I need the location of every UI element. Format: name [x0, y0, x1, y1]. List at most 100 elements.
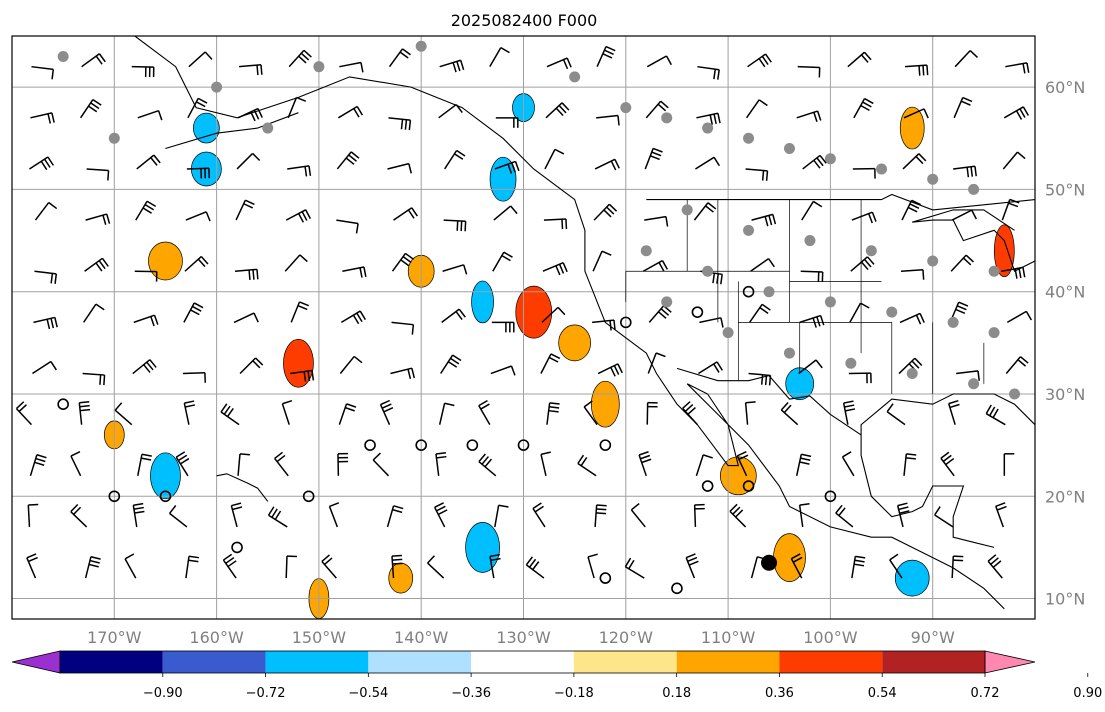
wind-barb [321, 554, 337, 579]
wind-barb [443, 219, 467, 232]
barb-flag [252, 269, 255, 280]
barb-flag [922, 65, 925, 76]
barb-flag [945, 457, 955, 466]
barb-staff [850, 256, 868, 272]
coastlines [134, 36, 1035, 610]
barb-staff [239, 357, 257, 375]
lat-label: 60°N [1045, 78, 1085, 97]
station-dot [743, 224, 755, 236]
barb-flag [141, 457, 152, 461]
wind-barb [695, 454, 713, 477]
barb-staff [583, 406, 598, 426]
barb-flag [399, 51, 409, 59]
wind-barb [797, 65, 821, 78]
colorbar-label: −0.54 [348, 686, 388, 701]
colorbar-segment [265, 651, 369, 673]
barb-flag [609, 320, 612, 331]
wind-barb [747, 53, 772, 68]
lon-label: 130°W [496, 628, 551, 647]
colorbar: −0.90 −0.72 −0.54 −0.36 −0.18 0.18 0.36 0.54 0.7… [11, 650, 1102, 701]
barb-staff [798, 359, 817, 375]
coastline [134, 36, 1005, 610]
map-panel [11, 35, 1036, 620]
barb-staff [956, 370, 979, 375]
barb-flag [43, 158, 51, 168]
barb-staff [321, 560, 337, 579]
barb-flag [977, 370, 980, 381]
barb-flag [801, 453, 812, 458]
barb-flag [99, 374, 102, 385]
map-frame [11, 35, 1036, 620]
barb-staff [135, 200, 148, 221]
barb-flag [47, 113, 52, 124]
barb-flag [356, 312, 363, 323]
lon-label: 140°W [394, 628, 449, 647]
barb-flag [143, 364, 151, 373]
barb-flag [407, 368, 412, 380]
wind-barb [638, 451, 652, 477]
barb-flag [608, 203, 618, 212]
barb-flag [220, 403, 228, 413]
contour-core [1000, 240, 1009, 262]
barb-staff [274, 458, 289, 477]
barb-flag [175, 451, 186, 458]
barb-flag [783, 404, 792, 414]
barb-staff [630, 509, 646, 528]
barb-staff [541, 306, 559, 323]
wind-barb [239, 357, 264, 375]
barb-staff [29, 454, 38, 477]
wind-barb [904, 64, 929, 76]
wind-barb [391, 321, 415, 335]
barb-staff [185, 556, 190, 579]
barb-flag [95, 303, 105, 311]
barb-staff [337, 105, 358, 119]
calm-circle [824, 490, 837, 503]
barb-staff [698, 361, 718, 375]
barb-flag [738, 454, 749, 461]
wind-barb [899, 312, 925, 325]
wind-barb [646, 401, 658, 425]
wind-barb [948, 399, 960, 425]
wind-barb [134, 270, 158, 282]
wind-barb [748, 372, 772, 386]
barb-flag [816, 110, 822, 121]
station-dot [1009, 388, 1021, 400]
wind-barb [695, 156, 721, 170]
calm-circle [619, 316, 632, 329]
barb-flag [650, 155, 660, 161]
wind-barb [950, 254, 974, 272]
barb-flag [1018, 267, 1022, 279]
station-dot [865, 245, 877, 257]
barb-flag [705, 205, 714, 213]
barb-flag [767, 258, 775, 268]
wind-barb [532, 502, 546, 528]
barb-staff [287, 97, 298, 119]
wind-barb [82, 372, 106, 386]
barb-staff [288, 49, 305, 68]
barb-flag [761, 55, 769, 65]
barb-staff [638, 454, 647, 477]
barb-flag [889, 553, 899, 561]
barb-flag [729, 503, 738, 512]
wind-barb [287, 165, 312, 177]
station-dot [824, 153, 836, 165]
barb-flag [907, 206, 918, 213]
barb-staff [489, 47, 502, 68]
barb-flag [915, 314, 922, 325]
barb-flag [906, 453, 917, 456]
barb-flag [800, 457, 811, 461]
barb-flag [184, 400, 195, 404]
barb-flag [764, 53, 772, 63]
barb-flag [402, 48, 411, 56]
contour-core [526, 301, 541, 323]
wind-barb [685, 553, 699, 579]
wind-barb [889, 553, 903, 579]
station-dot [783, 347, 795, 359]
barb-flag [455, 104, 463, 114]
wind-barb [593, 203, 618, 221]
station-dot [661, 296, 673, 308]
wind-barb [391, 252, 414, 272]
barb-staff [693, 202, 709, 221]
barb-flag [716, 273, 720, 284]
barb-flag [949, 403, 960, 409]
